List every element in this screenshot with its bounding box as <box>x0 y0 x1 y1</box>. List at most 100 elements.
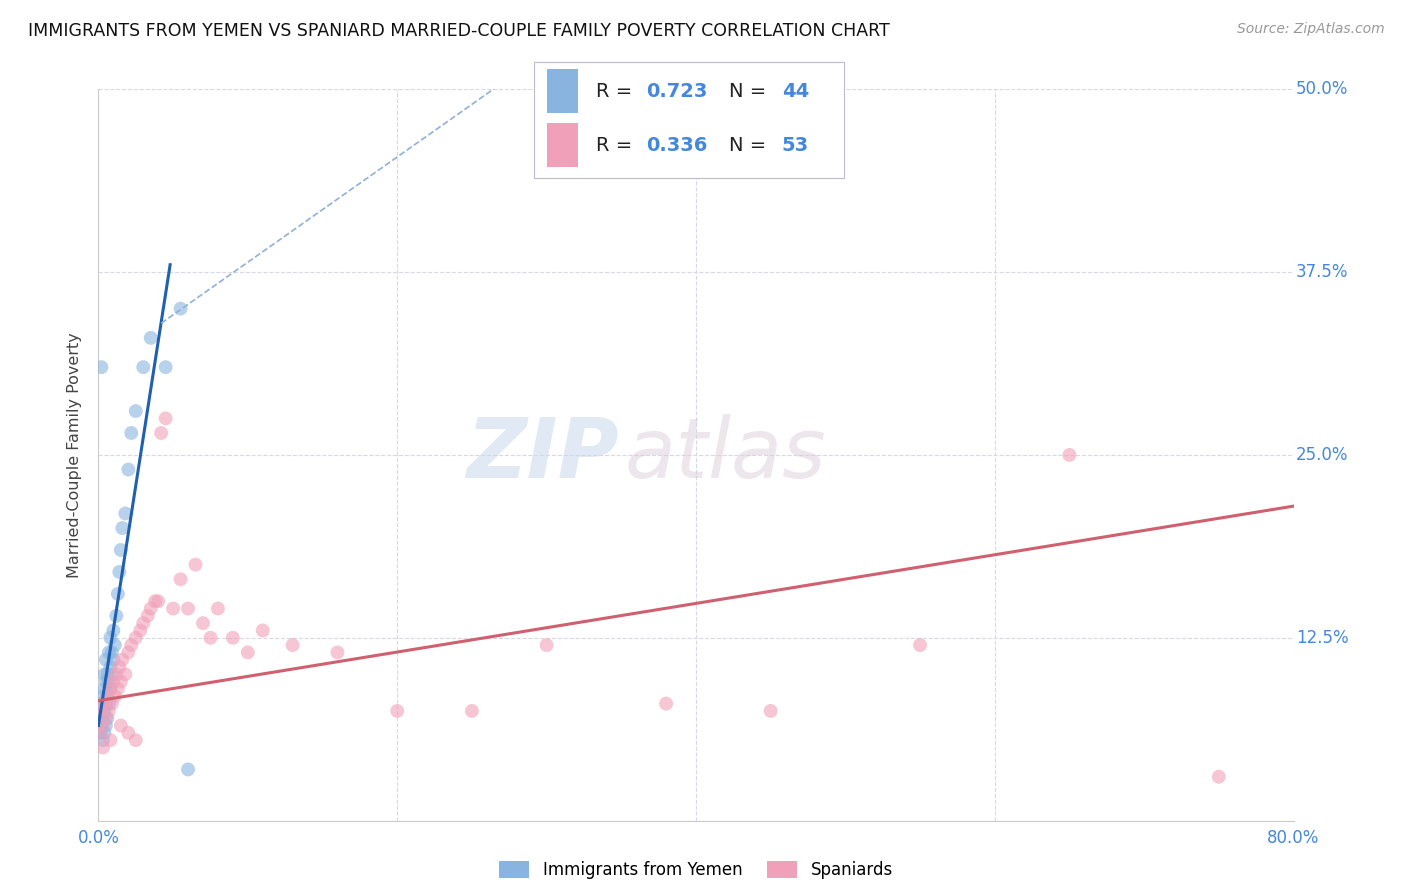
Point <box>117 726 139 740</box>
Point <box>177 763 200 777</box>
Point <box>169 301 191 316</box>
Point <box>93 704 115 718</box>
Point <box>97 645 120 659</box>
Point <box>94 711 117 725</box>
Point <box>101 697 124 711</box>
Point <box>129 624 152 638</box>
Point <box>98 631 122 645</box>
Text: 53: 53 <box>782 136 808 155</box>
Point <box>184 558 207 572</box>
Text: N =: N = <box>730 136 773 155</box>
Text: R =: R = <box>596 136 638 155</box>
Text: 44: 44 <box>782 82 808 101</box>
Point <box>91 690 114 704</box>
Point <box>90 697 112 711</box>
Point <box>207 601 229 615</box>
Point <box>139 331 162 345</box>
Point <box>93 681 115 696</box>
Point <box>101 645 124 659</box>
Point <box>155 360 177 375</box>
Point <box>908 638 931 652</box>
Point <box>200 631 222 645</box>
Point <box>91 718 114 732</box>
Point <box>117 645 139 659</box>
Point <box>90 704 112 718</box>
Point <box>105 608 128 623</box>
Point <box>91 733 114 747</box>
Point <box>107 681 129 696</box>
Point <box>111 653 134 667</box>
Point <box>93 667 115 681</box>
FancyBboxPatch shape <box>534 62 844 178</box>
Point <box>96 690 118 704</box>
Point <box>91 711 114 725</box>
Bar <box>547 70 578 113</box>
Point <box>104 638 127 652</box>
Point <box>461 704 484 718</box>
Point <box>114 507 136 521</box>
Point <box>191 616 214 631</box>
Point <box>94 674 117 689</box>
Point <box>94 697 117 711</box>
Text: 50.0%: 50.0% <box>1296 80 1348 98</box>
Point <box>139 601 162 615</box>
Point <box>222 631 245 645</box>
Point <box>236 645 259 659</box>
Point <box>114 667 136 681</box>
Point <box>169 572 191 586</box>
Point <box>110 718 132 732</box>
Point <box>108 660 131 674</box>
Point <box>125 404 148 418</box>
Point <box>132 360 155 375</box>
Text: ZIP: ZIP <box>465 415 619 495</box>
Point <box>103 674 125 689</box>
Point <box>96 711 118 725</box>
Point <box>125 733 148 747</box>
Point <box>655 697 678 711</box>
Point <box>1059 448 1081 462</box>
Point <box>91 740 114 755</box>
Point <box>536 638 558 652</box>
Point <box>143 594 166 608</box>
Y-axis label: Married-Couple Family Poverty: Married-Couple Family Poverty <box>67 332 83 578</box>
Point <box>103 624 125 638</box>
Text: 37.5%: 37.5% <box>1296 263 1348 281</box>
Point <box>111 521 134 535</box>
Text: 0.336: 0.336 <box>645 136 707 155</box>
Point <box>125 631 148 645</box>
Point <box>385 704 409 718</box>
Point <box>94 718 117 732</box>
Point <box>281 638 304 652</box>
Point <box>120 638 142 652</box>
Point <box>103 653 125 667</box>
Point <box>326 645 349 659</box>
Point <box>98 733 122 747</box>
Text: 0.723: 0.723 <box>645 82 707 101</box>
Point <box>94 653 117 667</box>
Point <box>98 660 122 674</box>
Point <box>96 667 118 681</box>
Point <box>93 726 115 740</box>
Point <box>108 565 131 579</box>
Point <box>93 697 115 711</box>
Point <box>105 667 128 681</box>
Point <box>155 411 177 425</box>
Point <box>98 681 122 696</box>
Point <box>98 681 122 696</box>
Point <box>759 704 782 718</box>
Point <box>97 674 120 689</box>
Point <box>97 704 120 718</box>
Legend: Immigrants from Yemen, Spaniards: Immigrants from Yemen, Spaniards <box>492 854 900 886</box>
Point <box>150 425 173 440</box>
Text: IMMIGRANTS FROM YEMEN VS SPANIARD MARRIED-COUPLE FAMILY POVERTY CORRELATION CHAR: IMMIGRANTS FROM YEMEN VS SPANIARD MARRIE… <box>28 22 890 40</box>
Point <box>162 601 184 615</box>
Point <box>96 690 118 704</box>
Point <box>89 726 111 740</box>
Text: N =: N = <box>730 82 773 101</box>
Text: 25.0%: 25.0% <box>1296 446 1348 464</box>
Point <box>110 543 132 558</box>
Point <box>89 704 111 718</box>
Text: Source: ZipAtlas.com: Source: ZipAtlas.com <box>1237 22 1385 37</box>
Point <box>117 462 139 476</box>
Point <box>107 587 129 601</box>
